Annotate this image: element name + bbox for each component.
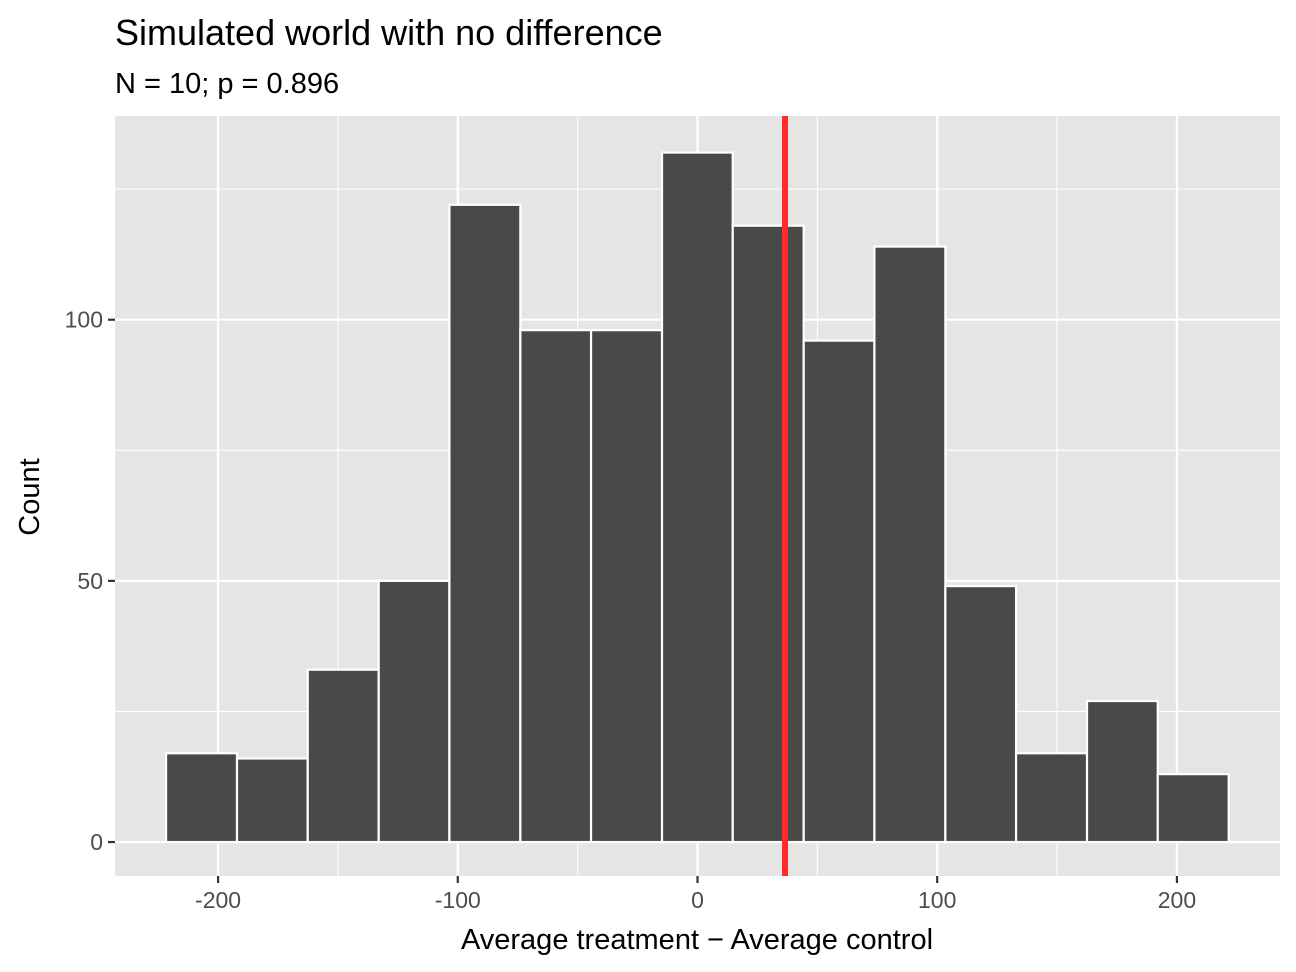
y-tick-label: 50 xyxy=(77,568,103,594)
histogram-bar xyxy=(448,203,522,844)
x-tick-label: -200 xyxy=(195,887,241,913)
histogram-bar xyxy=(660,151,734,844)
x-tick-label: 100 xyxy=(918,887,956,913)
histogram-bar xyxy=(519,329,593,844)
histogram-bar xyxy=(731,224,805,844)
histogram-bar xyxy=(1085,699,1159,844)
histogram-bar xyxy=(873,245,947,844)
histogram-bar xyxy=(377,579,451,844)
x-tick-label: 0 xyxy=(691,887,704,913)
x-axis-ticks: -200 -100 0 100 200 xyxy=(195,876,1196,913)
chart-title: Simulated world with no difference xyxy=(115,12,663,53)
histogram-bar xyxy=(1156,773,1230,844)
histogram-bar xyxy=(164,752,239,844)
histogram-bar xyxy=(235,757,309,844)
histogram-bar xyxy=(306,668,380,844)
x-tick-label: 200 xyxy=(1158,887,1196,913)
histogram-bar xyxy=(589,329,664,844)
histogram-bar xyxy=(944,585,1018,844)
histogram-bar xyxy=(802,339,876,844)
histogram-bars xyxy=(164,151,1230,844)
y-axis-title: Count xyxy=(14,458,46,535)
y-tick-label: 100 xyxy=(65,307,103,333)
y-tick-label: 0 xyxy=(90,829,103,855)
x-tick-label: -100 xyxy=(435,887,481,913)
histogram-bar xyxy=(1014,752,1089,844)
y-axis-ticks: 0 50 100 xyxy=(65,307,115,855)
chart-subtitle: N = 10; p = 0.896 xyxy=(115,68,339,100)
x-axis-title: Average treatment − Average control xyxy=(461,924,933,956)
